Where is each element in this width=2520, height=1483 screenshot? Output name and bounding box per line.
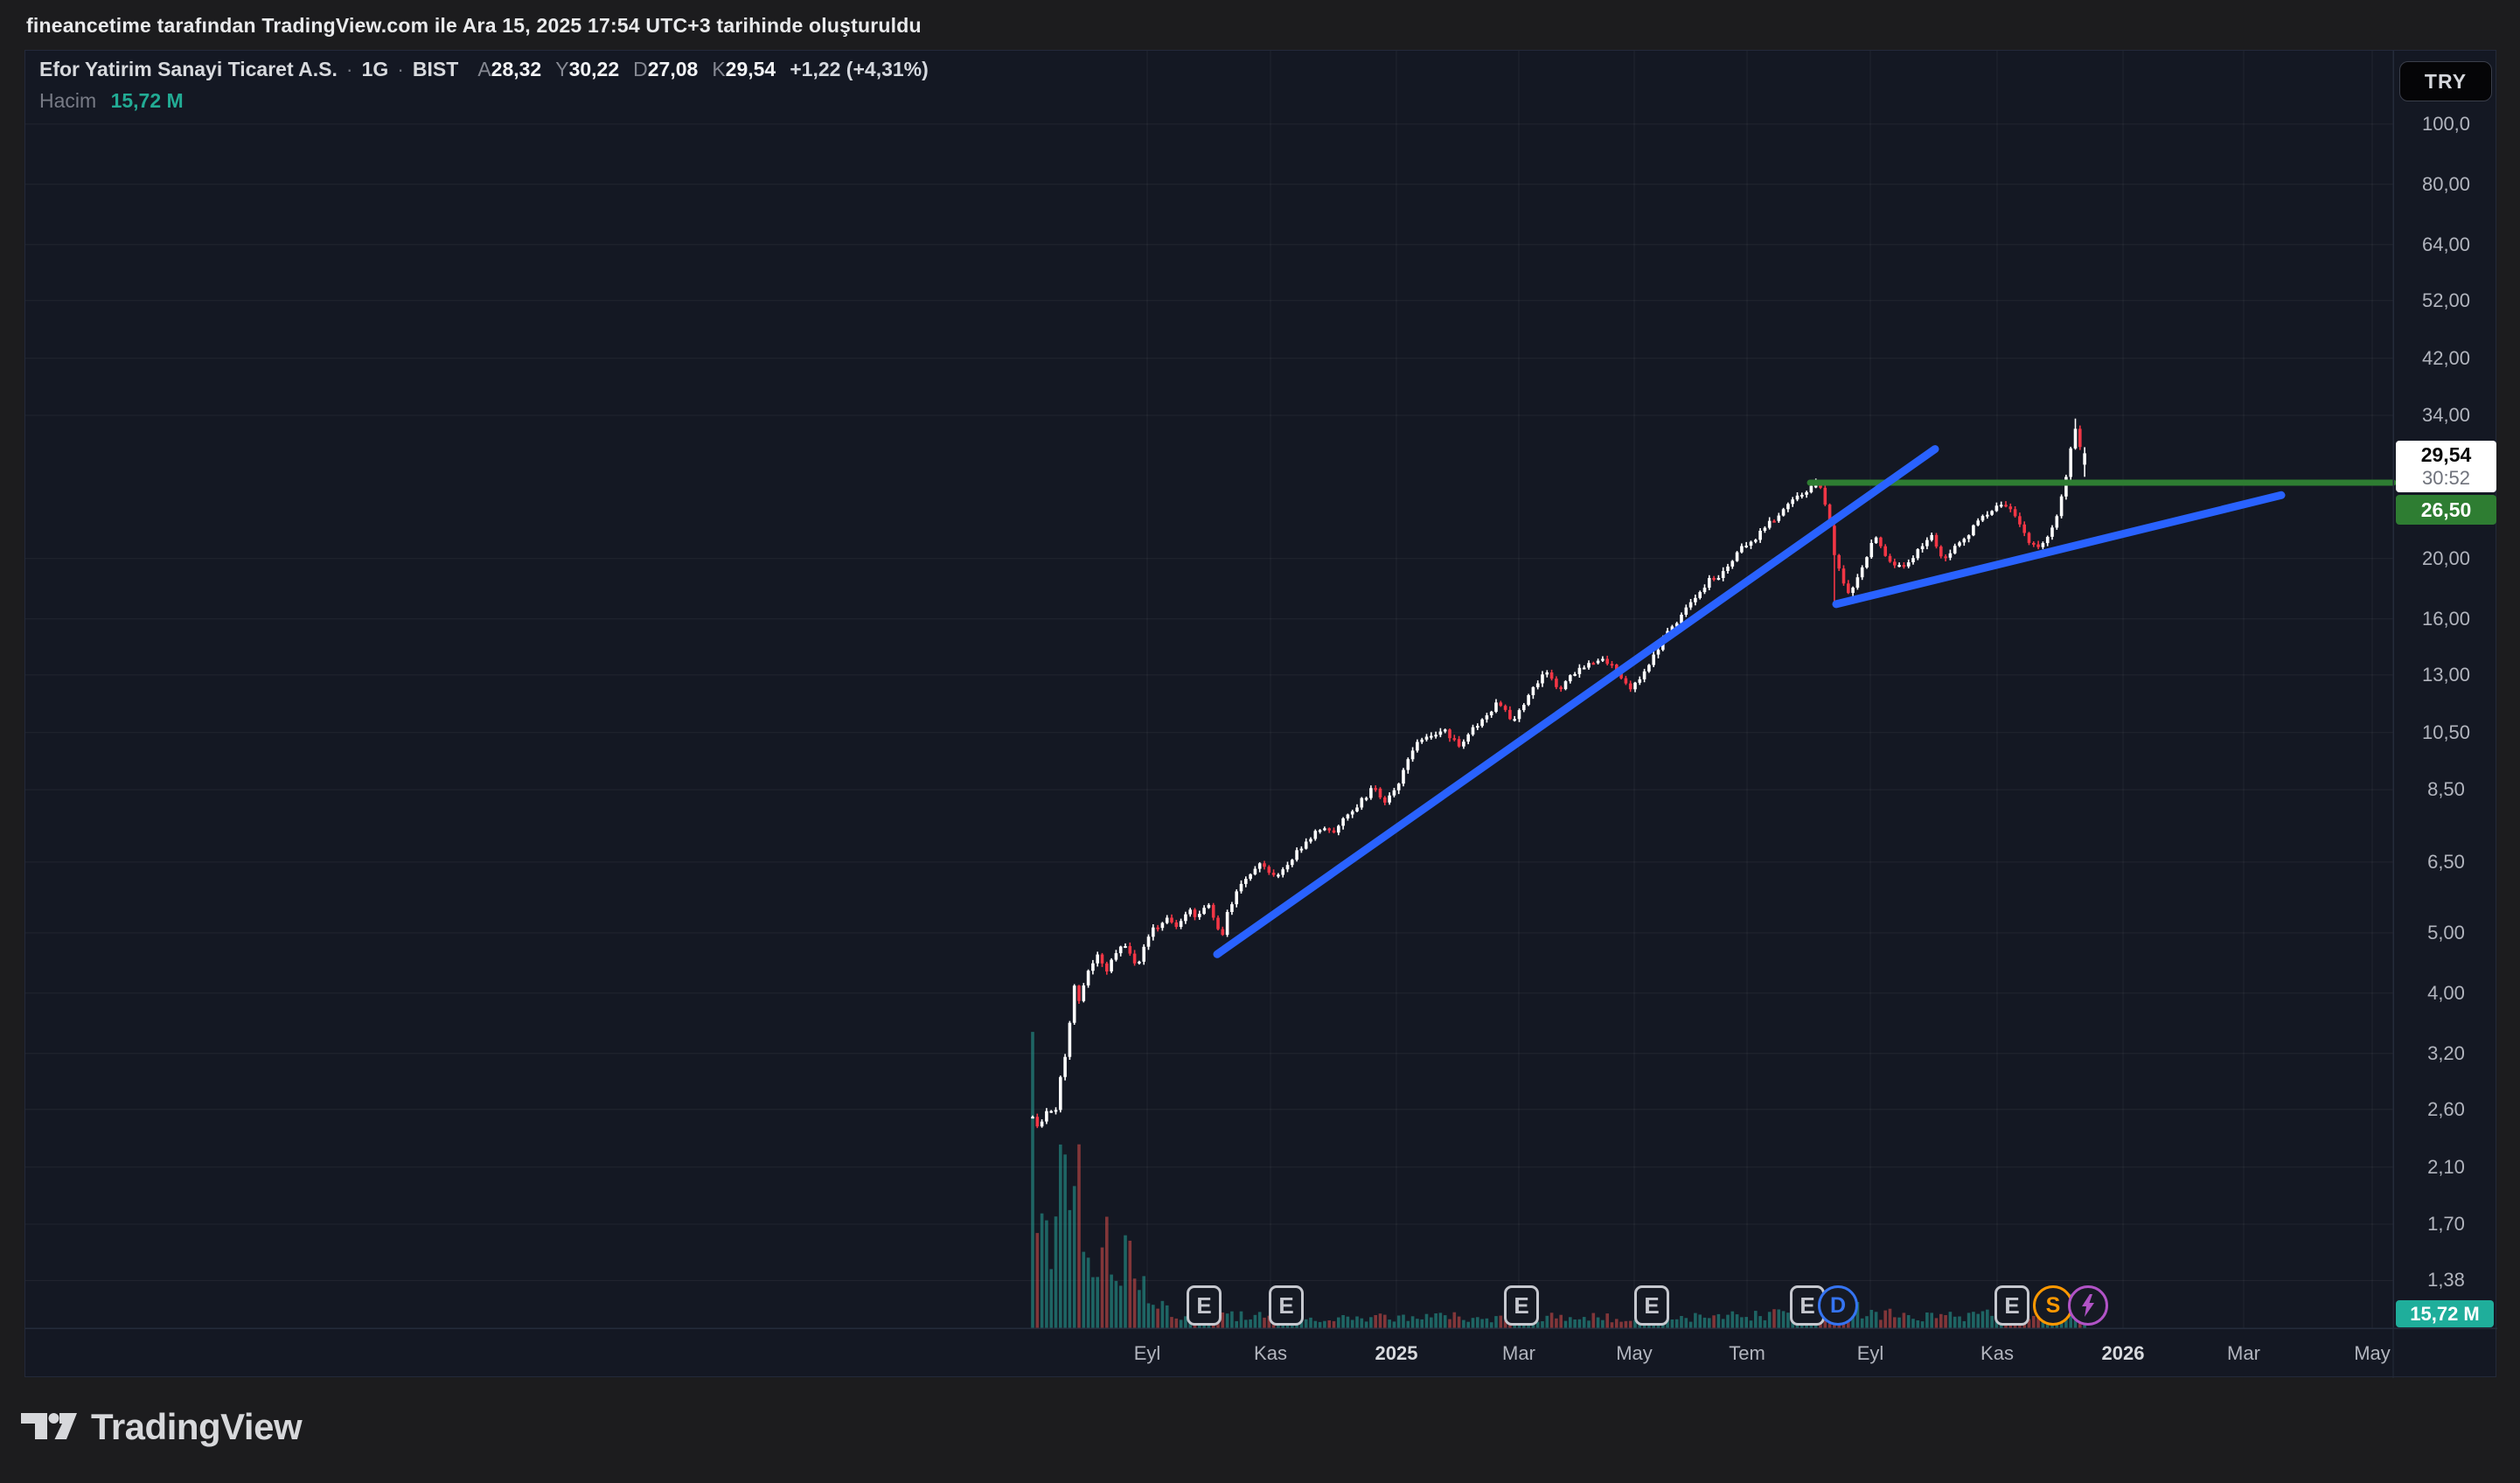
chart-canvas[interactable] bbox=[25, 51, 2497, 1378]
price-tick-label: 1,70 bbox=[2427, 1213, 2465, 1236]
exchange-value: BIST bbox=[412, 58, 459, 80]
price-tick-label: 1,38 bbox=[2427, 1269, 2465, 1292]
time-tick-year: 2026 bbox=[2101, 1342, 2145, 1364]
ray-price-label: 26,50 bbox=[2396, 494, 2496, 525]
volume-axis-badge: 15,72 M bbox=[2396, 1300, 2494, 1327]
bar-countdown: 30:52 bbox=[2421, 467, 2471, 490]
volume-value: 15,72 M bbox=[110, 89, 184, 112]
time-axis[interactable]: Eyl Kas 2025 Mar May Tem Eyl Kas 2026 Mar May bbox=[25, 1328, 2497, 1378]
earnings-marker[interactable]: E bbox=[1504, 1285, 1539, 1326]
symbol-legend[interactable]: Efor Yatirim Sanayi Ticaret A.S. · 1G · … bbox=[39, 58, 929, 113]
chart-widget: Efor Yatirim Sanayi Ticaret A.S. · 1G · … bbox=[24, 50, 2497, 1378]
price-tick-label: 52,00 bbox=[2421, 289, 2471, 311]
tradingview-logo-icon bbox=[21, 1413, 77, 1439]
interval-value: 1G bbox=[361, 58, 389, 80]
time-tick-month: Kas bbox=[1980, 1342, 2014, 1364]
attribution-text: fineancetime tarafından TradingView.com … bbox=[26, 14, 922, 37]
earnings-marker[interactable]: E bbox=[1269, 1285, 1304, 1326]
time-tick-month: Tem bbox=[1729, 1342, 1765, 1364]
earnings-marker[interactable]: E bbox=[1994, 1285, 2029, 1326]
split-marker[interactable]: S bbox=[2033, 1285, 2073, 1326]
currency-toggle-button[interactable]: TRY bbox=[2399, 61, 2492, 101]
time-tick-month: May bbox=[1616, 1342, 1653, 1364]
price-tick-label: 34,00 bbox=[2421, 404, 2471, 426]
last-price-label: 29,54 30:52 bbox=[2396, 441, 2496, 493]
legend-row-symbol: Efor Yatirim Sanayi Ticaret A.S. · 1G · … bbox=[39, 58, 929, 81]
price-tick-label: 16,00 bbox=[2421, 607, 2471, 630]
price-tick-label: 6,50 bbox=[2427, 850, 2465, 873]
legend-row-volume: Hacim 15,72 M bbox=[39, 89, 929, 113]
ohlc-k: K29,54 bbox=[712, 58, 776, 80]
price-tick-label: 42,00 bbox=[2421, 346, 2471, 369]
symbol-title: Efor Yatirim Sanayi Ticaret A.S. bbox=[39, 58, 338, 80]
volume-bars bbox=[1031, 1032, 2086, 1328]
tradingview-logo[interactable]: TradingView bbox=[21, 1406, 303, 1448]
dividend-marker[interactable]: D bbox=[1818, 1285, 1858, 1326]
price-tick-label: 10,50 bbox=[2421, 721, 2471, 743]
price-tick-label: 80,00 bbox=[2421, 172, 2471, 195]
price-tick-label: 64,00 bbox=[2421, 233, 2471, 255]
price-tick-label: 13,00 bbox=[2421, 663, 2471, 686]
ohlc-y: Y30,22 bbox=[555, 58, 620, 80]
time-tick-month: Eyl bbox=[1856, 1342, 1884, 1364]
time-tick-month: Mar bbox=[1502, 1342, 1535, 1364]
legend-separator: · bbox=[345, 58, 353, 80]
alert-marker[interactable] bbox=[2068, 1285, 2108, 1326]
earnings-marker[interactable]: E bbox=[1634, 1285, 1669, 1326]
ohlc-d: D27,08 bbox=[633, 58, 699, 80]
ohlc-values: A28,32 Y30,22 D27,08 K29,54 bbox=[477, 58, 776, 81]
candlestick-series bbox=[1031, 418, 2086, 1129]
ohlc-a: A28,32 bbox=[477, 58, 542, 80]
trendline-1[interactable] bbox=[1213, 445, 1939, 958]
time-tick-month: May bbox=[2354, 1342, 2391, 1364]
time-tick-month: Eyl bbox=[1133, 1342, 1161, 1364]
price-tick-label: 4,00 bbox=[2427, 981, 2465, 1004]
tradingview-wordmark: TradingView bbox=[91, 1406, 303, 1447]
trendline-2[interactable] bbox=[1832, 491, 2286, 609]
price-tick-label: 3,20 bbox=[2427, 1041, 2465, 1064]
price-change: +1,22 (+4,31%) bbox=[790, 58, 929, 80]
price-tick-label: 8,50 bbox=[2427, 778, 2465, 801]
lightning-bolt-icon bbox=[2082, 1294, 2094, 1317]
price-axis[interactable]: TRY 100,0 80,00 64,00 52,00 42,00 34,00 20,00 1… bbox=[2393, 51, 2497, 1328]
price-tick-label: 2,10 bbox=[2427, 1155, 2465, 1178]
time-tick-year: 2025 bbox=[1375, 1342, 1418, 1364]
time-tick-month: Kas bbox=[1254, 1342, 1287, 1364]
earnings-marker[interactable]: E bbox=[1187, 1285, 1222, 1326]
time-tick-month: Mar bbox=[2227, 1342, 2260, 1364]
price-tick-label: 2,60 bbox=[2427, 1097, 2465, 1120]
legend-separator: · bbox=[397, 58, 404, 80]
last-price-value: 29,54 bbox=[2420, 443, 2472, 467]
price-tick-label: 5,00 bbox=[2427, 921, 2465, 943]
price-tick-label: 20,00 bbox=[2421, 547, 2471, 569]
price-tick-label: 100,0 bbox=[2421, 112, 2471, 135]
volume-label: Hacim bbox=[39, 89, 97, 112]
